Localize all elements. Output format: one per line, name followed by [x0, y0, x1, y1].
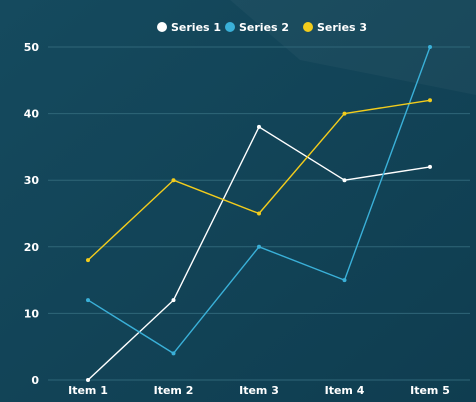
- data-point: [428, 98, 432, 103]
- data-point: [342, 278, 347, 283]
- legend-swatch: [303, 22, 313, 32]
- x-tick-label: Item 4: [325, 384, 365, 397]
- data-point: [342, 178, 347, 183]
- data-point: [171, 351, 176, 356]
- data-point: [171, 298, 176, 303]
- legend-label: Series 3: [317, 21, 367, 34]
- series-1: [86, 124, 432, 382]
- legend-label: Series 1: [171, 21, 221, 34]
- y-tick-label: 0: [31, 374, 39, 387]
- y-tick-label: 40: [24, 108, 40, 121]
- legend-swatch: [157, 22, 167, 32]
- x-tick-label: Item 3: [239, 384, 279, 397]
- x-axis-tick-labels: Item 1 Item 2 Item 3 Item 4 Item 5: [68, 384, 450, 397]
- series-lines: [86, 45, 432, 382]
- data-point: [86, 378, 90, 382]
- data-point: [86, 298, 90, 303]
- y-tick-label: 50: [24, 41, 40, 54]
- series-3: [86, 98, 432, 263]
- y-tick-label: 10: [24, 307, 40, 320]
- data-point: [86, 258, 90, 263]
- series-2: [86, 45, 432, 356]
- data-point: [171, 178, 176, 183]
- data-point: [257, 124, 261, 129]
- legend-label: Series 2: [239, 21, 289, 34]
- legend-item-series-2[interactable]: Series 2: [225, 21, 289, 34]
- y-tick-label: 20: [24, 241, 40, 254]
- data-point: [257, 211, 261, 216]
- x-tick-label: Item 1: [68, 384, 108, 397]
- legend-item-series-1[interactable]: Series 1: [157, 21, 221, 34]
- legend-swatch: [225, 22, 235, 32]
- legend[interactable]: Series 1 Series 2 Series 3: [157, 21, 367, 34]
- data-point: [257, 244, 261, 249]
- data-point: [342, 111, 347, 116]
- legend-item-series-3[interactable]: Series 3: [303, 21, 367, 34]
- data-point: [428, 45, 432, 49]
- data-point: [428, 164, 432, 169]
- y-tick-label: 30: [24, 174, 40, 187]
- x-tick-label: Item 5: [410, 384, 450, 397]
- y-axis-tick-labels: 0 10 20 30 40 50: [24, 41, 40, 387]
- x-tick-label: Item 2: [154, 384, 194, 397]
